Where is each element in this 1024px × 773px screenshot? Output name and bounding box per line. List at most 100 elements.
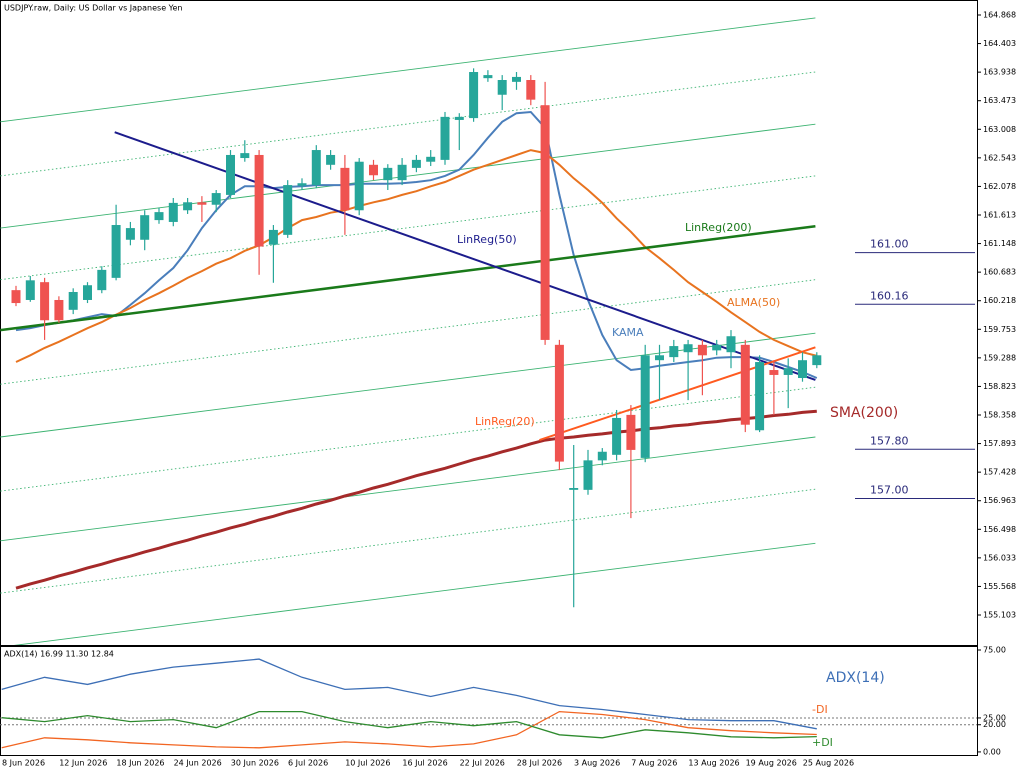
trendline-label: LinReg(200)	[685, 221, 752, 234]
y-tick-label: 160.218	[983, 296, 1016, 305]
candle-body	[526, 80, 536, 100]
candle-body	[483, 75, 493, 79]
y-tick-label: 155.568	[983, 582, 1016, 591]
price-level-label: 161.00	[870, 238, 909, 251]
candle-body	[140, 215, 150, 240]
x-tick-label: 28 Jul 2026	[517, 759, 562, 768]
price-level-label: 157.00	[870, 483, 909, 496]
price-level-label: 160.16	[870, 289, 909, 302]
channel-line	[0, 488, 816, 594]
y-tick-label: 163.008	[983, 125, 1016, 134]
candle-body	[311, 150, 321, 186]
y-tick-label: 155.103	[983, 611, 1016, 620]
trendline-label: LinReg(20)	[475, 415, 535, 428]
x-tick-label: 22 Jul 2026	[460, 759, 505, 768]
indicator-label: ALMA(50)	[727, 296, 780, 309]
candle-body	[240, 153, 250, 159]
y-tick-label: 156.033	[983, 553, 1016, 562]
y-tick-label: 156.963	[983, 496, 1016, 505]
candle-body	[197, 202, 207, 205]
indicator-line	[15, 409, 817, 590]
chart-title: USDJPY.raw, Daily: US Dollar vs Japanese…	[4, 4, 182, 13]
y-tick-label: 160.683	[983, 268, 1016, 277]
y-tick-label: 164.403	[983, 39, 1016, 48]
candle-body	[397, 164, 407, 181]
candle-body	[697, 344, 707, 356]
candle-body	[726, 336, 736, 353]
channel-line	[0, 123, 816, 229]
candle-body	[226, 154, 235, 195]
x-tick-label: 6 Jul 2026	[288, 759, 328, 768]
adx-plot	[0, 658, 977, 749]
candle-body	[54, 299, 64, 321]
x-tick-label: 12 Jun 2026	[59, 759, 107, 768]
candle-body	[411, 159, 421, 168]
adx-title: ADX(14) 16.99 11.30 12.84	[4, 650, 114, 659]
y-tick-label: 163.473	[983, 96, 1016, 105]
x-tick-label: 13 Aug 2026	[688, 759, 739, 768]
candle-body	[111, 225, 121, 278]
candle-body	[554, 344, 564, 462]
candle-body	[25, 280, 35, 300]
candle-body	[354, 161, 364, 211]
channel-line	[14, 542, 816, 645]
candle-body	[769, 370, 779, 375]
y-tick-label: 157.893	[983, 439, 1016, 448]
adx-panel-frame	[0, 646, 978, 756]
candle-body	[383, 167, 393, 181]
trendline-label: LinReg(50)	[457, 233, 517, 246]
candle-body	[268, 229, 278, 245]
annotations: 164.868 164.403 163.938 163.473 163.008 162.5…	[2, 10, 1016, 767]
candle-body	[469, 72, 479, 119]
y-tick-label: 164.868	[983, 10, 1016, 19]
candle-body	[583, 460, 593, 490]
adx-line	[1, 710, 817, 739]
candle-body	[612, 417, 622, 455]
price-level-label: 157.80	[870, 434, 909, 447]
y-tick-label: 159.753	[983, 325, 1016, 334]
y-tick-label: 159.288	[983, 353, 1016, 362]
channel-line	[0, 175, 816, 281]
legend-label: -DI	[812, 703, 828, 716]
y-tick-label: 163.938	[983, 68, 1016, 77]
candle-body	[497, 80, 507, 95]
indicator-line	[15, 110, 818, 379]
y-tick-label: 20.00	[983, 720, 1006, 729]
candle-body	[454, 116, 464, 120]
candle-body	[798, 360, 807, 379]
candle-body	[68, 291, 78, 310]
x-tick-label: 7 Aug 2026	[631, 759, 677, 768]
indicator-label: SMA(200)	[830, 405, 898, 421]
x-tick-label: 18 Jun 2026	[116, 759, 164, 768]
candle-body	[340, 167, 350, 211]
indicator-line	[15, 149, 818, 363]
adx-line	[1, 710, 817, 749]
trend-line	[0, 224, 816, 332]
candle-body	[83, 285, 92, 300]
candle-body	[426, 156, 436, 162]
candle-body	[540, 105, 550, 340]
candle-body	[183, 202, 193, 211]
candle-body	[740, 344, 750, 425]
candle-body	[168, 202, 178, 222]
candle-body	[683, 344, 693, 353]
candle-body	[783, 368, 793, 375]
y-tick-label: 75.00	[983, 645, 1006, 654]
x-tick-label: 3 Aug 2026	[574, 759, 620, 768]
candle-body	[97, 269, 107, 291]
candle-body	[712, 344, 722, 351]
y-tick-label: 158.823	[983, 382, 1016, 391]
y-tick-label: 158.358	[983, 411, 1016, 420]
candle-body	[569, 488, 579, 490]
x-tick-label: 24 Jun 2026	[174, 759, 222, 768]
y-tick-label: 0.00	[983, 747, 1001, 756]
channel-line	[0, 279, 816, 385]
x-tick-label: 19 Aug 2026	[746, 759, 797, 768]
candle-body	[512, 76, 521, 82]
candle-body	[326, 154, 336, 165]
channel-line	[0, 436, 816, 542]
candle-body	[812, 355, 822, 366]
y-tick-label: 25.00	[983, 713, 1006, 722]
x-tick-label: 8 Jun 2026	[2, 759, 45, 768]
